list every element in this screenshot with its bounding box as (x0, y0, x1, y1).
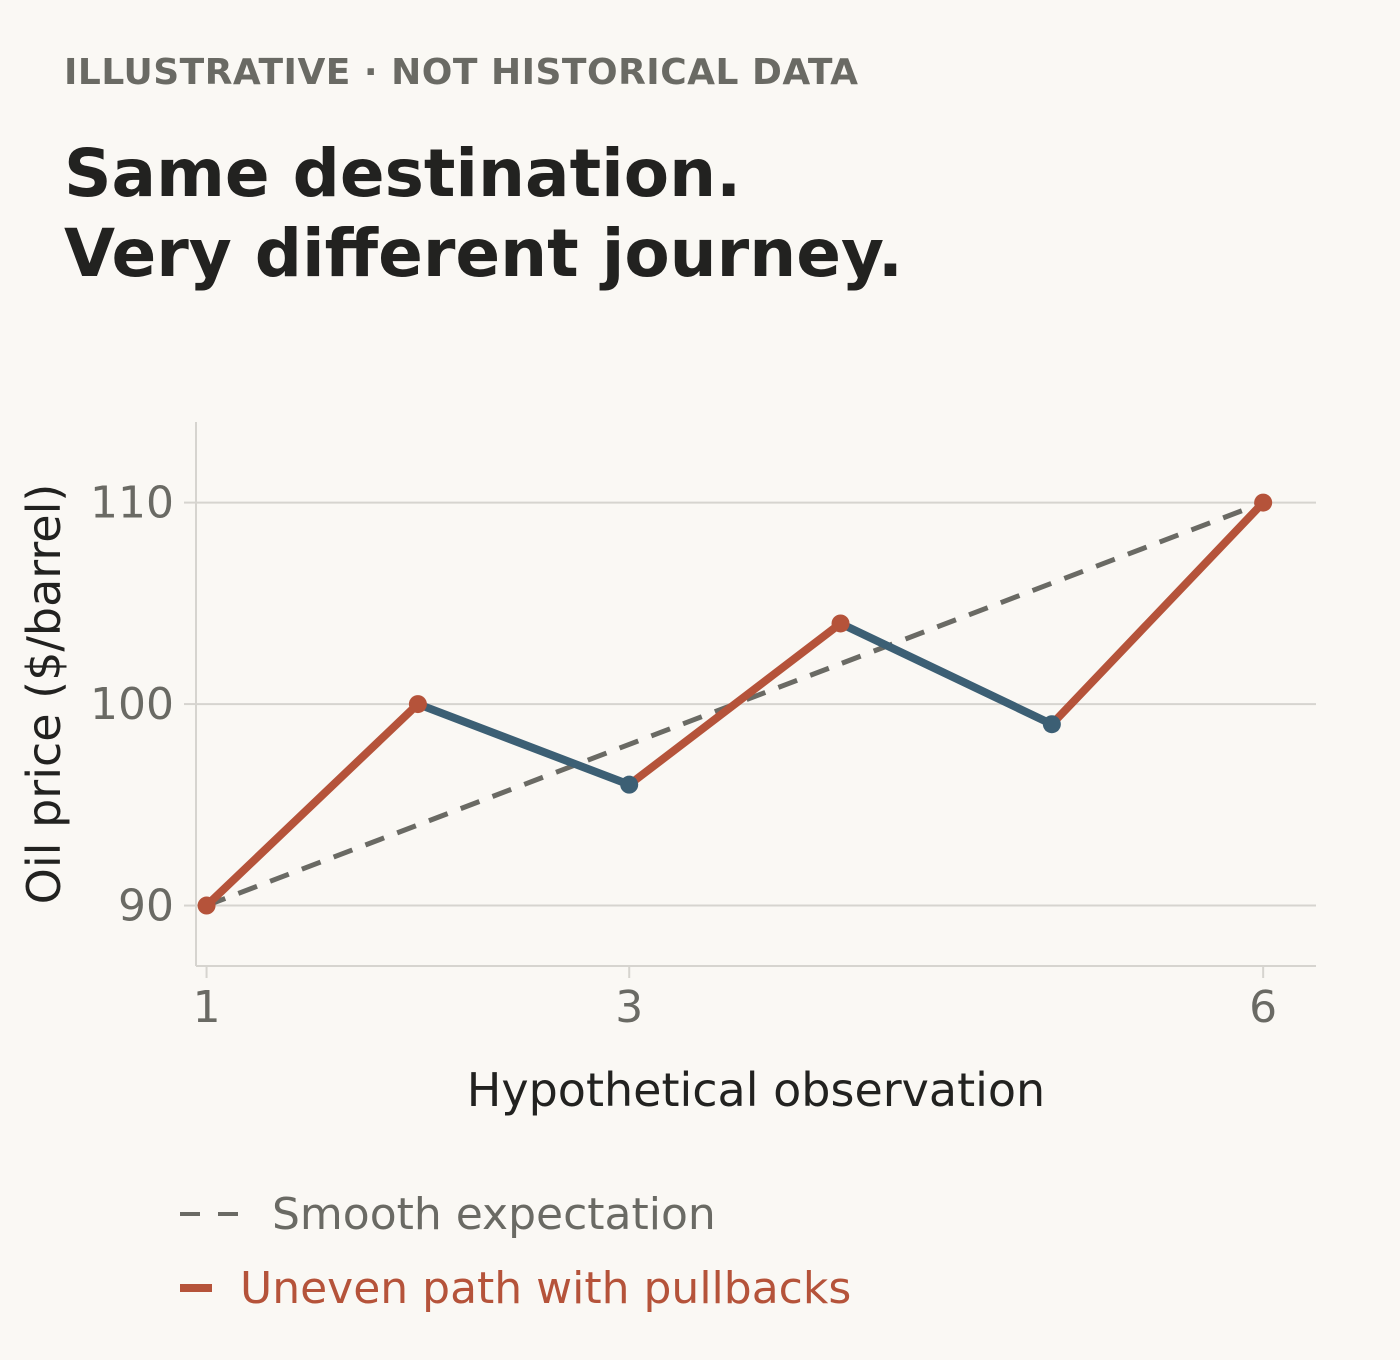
uneven-path-point-1 (197, 896, 216, 915)
x-tick-label-3: 3 (615, 982, 643, 1033)
axis-layer (184, 422, 1316, 978)
x-tick-label-6: 6 (1249, 982, 1277, 1033)
x-tick-label-1: 1 (193, 982, 221, 1033)
y-axis-label: Oil price ($/barrel) (17, 484, 71, 905)
smooth-expectation-line (205, 500, 1265, 908)
y-tick-label-90: 90 (118, 881, 174, 932)
uneven-path-point-5 (1042, 715, 1061, 734)
y-tick-label-110: 110 (90, 478, 174, 529)
uneven-path-point-3 (620, 775, 639, 794)
tick-label-layer: 90 100 110 1 3 6 (90, 478, 1277, 1033)
legend-item-smooth: Smooth expectation (180, 1186, 851, 1242)
uneven-path-segment-4-pullback (836, 619, 1056, 729)
y-tick-label-100: 100 (90, 679, 174, 730)
grid-layer (196, 501, 1316, 907)
points-layer (197, 493, 1273, 915)
uneven-path-segment-5-rise (1047, 498, 1268, 729)
uneven-path-segment-3-rise (625, 619, 845, 789)
legend-label-smooth: Smooth expectation (272, 1188, 716, 1240)
uneven-path-point-6 (1254, 493, 1273, 512)
uneven-path-segment-1-rise (202, 700, 422, 910)
chart-title: Same destination. Very different journey… (64, 134, 903, 294)
uneven-path-point-4 (831, 614, 850, 633)
legend-item-uneven: Uneven path with pullbacks (180, 1260, 851, 1316)
chart-title-line-1: Same destination. (64, 135, 742, 212)
line-chart: 90 100 110 1 3 6 Hypothetical observation Oil… (17, 422, 1316, 1117)
legend: Smooth expectation Uneven path with pull… (180, 1186, 851, 1334)
legend-label-uneven: Uneven path with pullbacks (240, 1262, 852, 1314)
chart-title-line-2: Very different journey. (64, 215, 903, 292)
chart-kicker: ILLUSTRATIVE · NOT HISTORICAL DATA (64, 52, 859, 93)
uneven-path-segment-2-pullback (413, 700, 634, 789)
legend-swatch-smooth (180, 1212, 242, 1216)
uneven-path-point-2 (408, 695, 427, 714)
x-axis-label: Hypothetical observation (467, 1063, 1045, 1117)
series-layer (202, 498, 1268, 910)
legend-swatch-uneven (180, 1284, 212, 1292)
